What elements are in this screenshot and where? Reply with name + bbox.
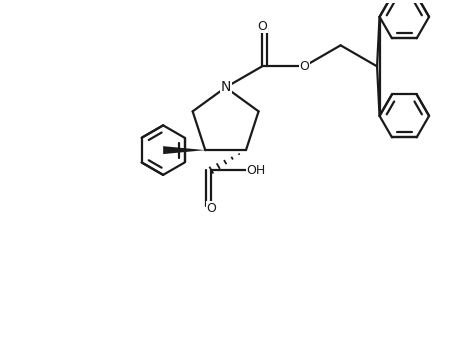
Text: O: O — [257, 20, 267, 33]
Text: N: N — [220, 81, 231, 94]
Text: OH: OH — [247, 164, 266, 177]
Text: O: O — [207, 202, 216, 215]
Text: O: O — [299, 60, 309, 73]
Polygon shape — [163, 146, 205, 154]
